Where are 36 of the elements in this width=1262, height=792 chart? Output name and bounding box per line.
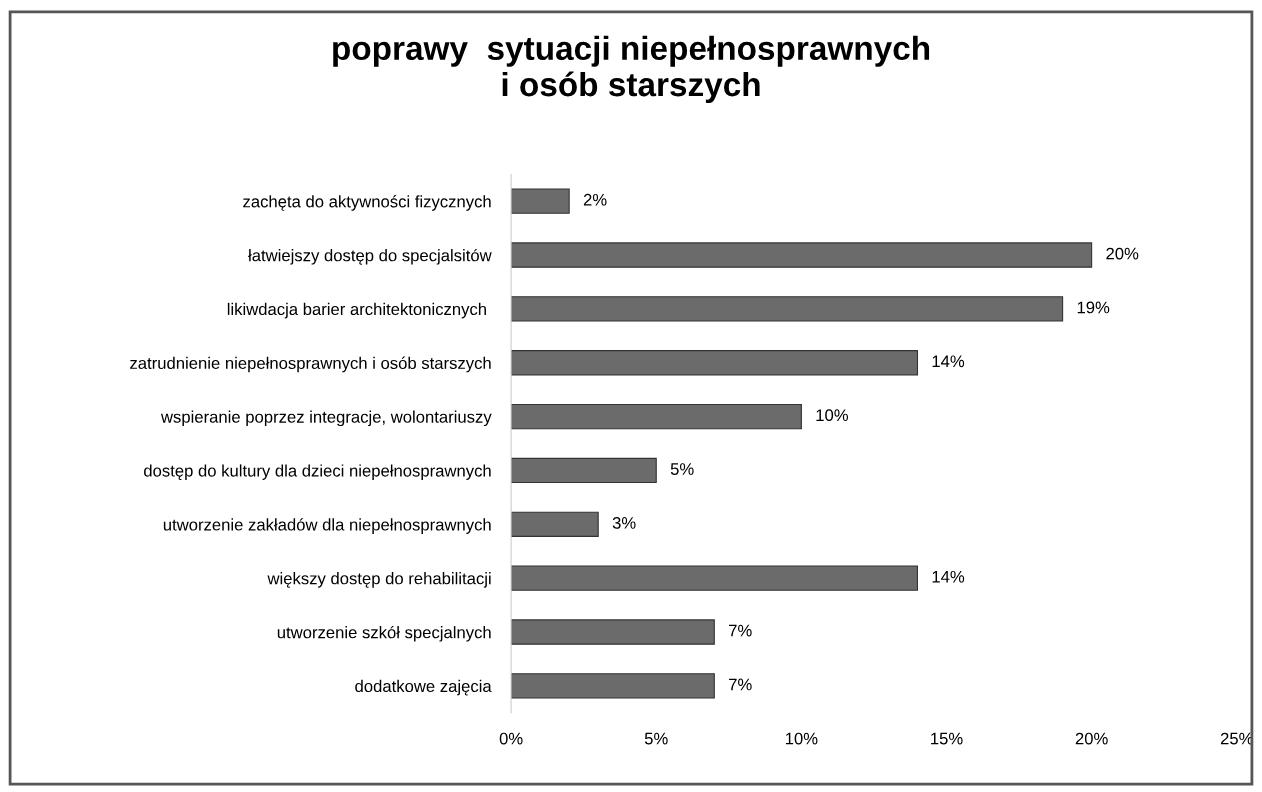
bar [511, 619, 715, 645]
bar [511, 565, 919, 591]
y-tick-label: dostęp do kultury dla dzieci niepełnosprawnych [144, 464, 491, 480]
bar [511, 457, 657, 484]
y-tick-label: zachęta do aktywności fizycznych [243, 195, 491, 211]
data-label: 14% [932, 570, 965, 583]
y-tick-label: wspieranie poprzez integracje, wolontariuszy [160, 410, 492, 427]
data-label: 3% [612, 516, 636, 529]
bar [511, 403, 802, 430]
x-tick-label: 20% [1075, 732, 1108, 745]
y-tick-label: utworzenie zakładów dla niepełnosprawnych [163, 518, 491, 534]
bar [511, 511, 599, 537]
chart-title: poprawy sytuacji niepełnosprawnych i osób starszych [333, 35, 930, 103]
bar [511, 296, 1064, 322]
data-label: 5% [670, 463, 694, 475]
data-label: 14% [932, 355, 965, 368]
bar [511, 350, 919, 376]
y-tick-label: większy dostęp do rehabilitacji [267, 572, 491, 588]
data-label: 2% [583, 193, 607, 206]
bar [511, 673, 715, 699]
x-tick-label: 0% [499, 732, 523, 745]
bar [511, 188, 570, 214]
bar [511, 242, 1093, 268]
y-tick-label: likiwdacja barier architektonicznych [227, 302, 486, 319]
y-tick-label: łatwiejszy dostęp do specjalsitów [248, 248, 492, 265]
x-tick-label: 10% [785, 732, 818, 745]
data-label: 10% [816, 409, 849, 422]
y-tick-label: zatrudnienie niepełnosprawnych i osób starszych [130, 356, 491, 373]
y-tick-label: dodatkowe zajęcia [355, 679, 492, 696]
data-label: 19% [1077, 301, 1110, 314]
data-label: 20% [1106, 247, 1139, 260]
x-tick-label: 5% [644, 732, 668, 745]
data-label: 7% [729, 678, 752, 691]
y-tick-label: utworzenie szkół specjalnych [277, 625, 491, 642]
x-tick-label: 15% [931, 732, 963, 745]
data-label: 7% [729, 624, 752, 637]
